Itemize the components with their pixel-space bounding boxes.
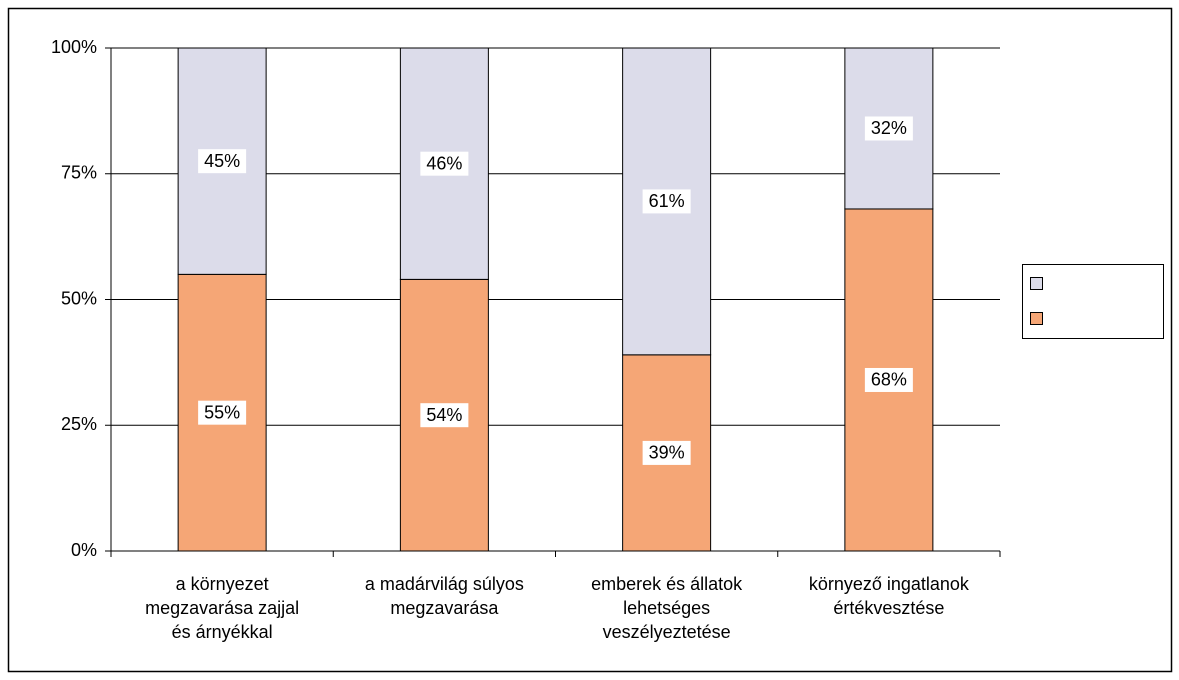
- y-tick-label: 75%: [61, 163, 97, 183]
- data-label: 68%: [871, 370, 907, 390]
- x-tick-label: a madárvilág súlyos megzavarása: [364, 574, 524, 618]
- x-tick-label: környező ingatlanok értékvesztése: [808, 574, 969, 618]
- data-label-box: [420, 403, 469, 428]
- data-label: 55%: [204, 402, 240, 422]
- data-label: 46%: [426, 153, 462, 173]
- legend-swatch: [1030, 312, 1043, 325]
- legend-box: [1022, 264, 1164, 339]
- data-label-box: [642, 189, 691, 214]
- x-tick-label: a környezet megzavarása zajjal és árnyék…: [145, 574, 300, 642]
- data-label: 54%: [426, 405, 462, 425]
- data-label: 32%: [871, 118, 907, 138]
- data-label-box: [198, 400, 247, 425]
- x-tick-label: emberek és állatok lehetséges veszélyezt…: [591, 574, 743, 642]
- y-tick-label: 25%: [61, 414, 97, 434]
- data-label-box: [864, 116, 913, 141]
- legend-swatch: [1030, 277, 1043, 290]
- y-tick-label: 50%: [61, 288, 97, 308]
- data-label-box: [864, 367, 913, 392]
- data-label: 45%: [204, 151, 240, 171]
- data-label-box: [420, 151, 469, 176]
- data-label: 61%: [649, 191, 685, 211]
- data-label-box: [642, 440, 691, 465]
- data-label: 39%: [649, 443, 685, 463]
- y-tick-label: 100%: [51, 37, 97, 57]
- data-label-box: [198, 149, 247, 174]
- y-tick-label: 0%: [71, 540, 97, 560]
